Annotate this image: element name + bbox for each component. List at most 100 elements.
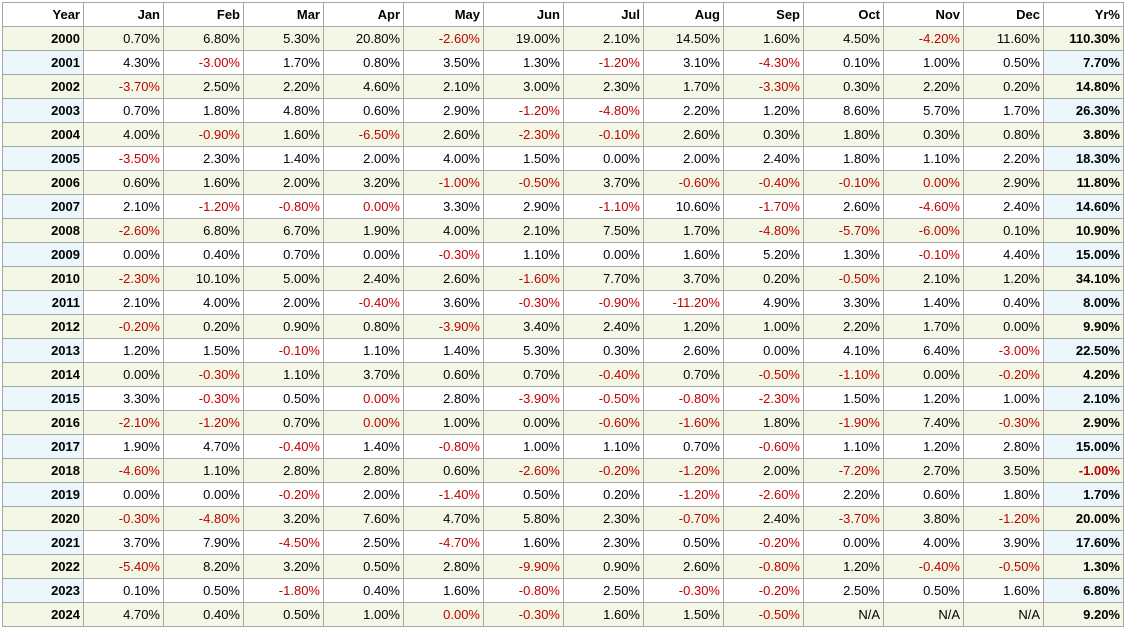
year-cell: 2024 xyxy=(2,602,84,627)
monthly-return-cell: 3.60% xyxy=(403,290,484,315)
monthly-return-cell: 1.70% xyxy=(243,50,324,75)
monthly-return-cell: -4.30% xyxy=(723,50,804,75)
monthly-return-cell: 3.00% xyxy=(483,74,564,99)
year-cell: 2013 xyxy=(2,338,84,363)
monthly-return-cell: -0.50% xyxy=(723,602,804,627)
column-header-apr: Apr xyxy=(323,2,404,27)
monthly-return-cell: 1.50% xyxy=(643,602,724,627)
monthly-return-cell: 8.20% xyxy=(163,554,244,579)
year-cell: 2022 xyxy=(2,554,84,579)
monthly-return-cell: 1.70% xyxy=(963,98,1044,123)
monthly-return-cell: 2.20% xyxy=(963,146,1044,171)
monthly-return-cell: 1.60% xyxy=(643,242,724,267)
monthly-return-cell: 8.60% xyxy=(803,98,884,123)
monthly-return-cell: 1.10% xyxy=(243,362,324,387)
monthly-return-cell: -0.80% xyxy=(483,578,564,603)
monthly-return-cell: -0.10% xyxy=(883,242,964,267)
monthly-return-cell: -0.30% xyxy=(403,242,484,267)
yearly-return-cell: 11.80% xyxy=(1043,170,1124,195)
monthly-return-cell: -4.70% xyxy=(403,530,484,555)
monthly-return-cell: 1.50% xyxy=(803,386,884,411)
column-header-may: May xyxy=(403,2,484,27)
monthly-return-cell: 4.60% xyxy=(323,74,404,99)
monthly-return-cell: 1.80% xyxy=(963,482,1044,507)
monthly-return-cell: 5.80% xyxy=(483,506,564,531)
monthly-return-cell: 2.40% xyxy=(963,194,1044,219)
monthly-return-cell: 2.40% xyxy=(723,506,804,531)
table-row: 2019 0.00% 0.00% -0.20% 2.00% -1.40% 0.50% 0.20… xyxy=(2,482,1124,507)
table-row: 2006 0.60% 1.60% 2.00% 3.20% -1.00% -0.50% 3.70… xyxy=(2,170,1124,195)
monthly-return-cell: 0.00% xyxy=(883,362,964,387)
monthly-return-cell: 0.00% xyxy=(83,482,164,507)
monthly-return-cell: 4.70% xyxy=(83,602,164,627)
monthly-return-cell: 1.00% xyxy=(883,50,964,75)
monthly-return-cell: 2.50% xyxy=(323,530,404,555)
monthly-return-cell: 0.80% xyxy=(963,122,1044,147)
monthly-return-cell: 0.20% xyxy=(163,314,244,339)
yearly-return-cell: 20.00% xyxy=(1043,506,1124,531)
yearly-return-cell: 9.20% xyxy=(1043,602,1124,627)
monthly-return-cell: 2.20% xyxy=(803,314,884,339)
monthly-return-cell: -9.90% xyxy=(483,554,564,579)
monthly-return-cell: -5.40% xyxy=(83,554,164,579)
monthly-return-cell: 0.60% xyxy=(323,98,404,123)
monthly-return-cell: 0.90% xyxy=(563,554,644,579)
year-cell: 2014 xyxy=(2,362,84,387)
monthly-return-cell: 2.20% xyxy=(883,74,964,99)
monthly-return-cell: 4.00% xyxy=(883,530,964,555)
monthly-return-cell: 4.70% xyxy=(403,506,484,531)
monthly-return-cell: 1.90% xyxy=(323,218,404,243)
monthly-return-cell: -0.20% xyxy=(83,314,164,339)
monthly-return-cell: 0.00% xyxy=(883,170,964,195)
monthly-return-cell: 2.30% xyxy=(563,530,644,555)
monthly-return-cell: -2.30% xyxy=(483,122,564,147)
monthly-return-cell: 5.00% xyxy=(243,266,324,291)
monthly-return-cell: 2.60% xyxy=(643,338,724,363)
monthly-return-cell: -3.70% xyxy=(83,74,164,99)
monthly-return-cell: 1.00% xyxy=(403,410,484,435)
monthly-return-cell: N/A xyxy=(883,602,964,627)
monthly-return-cell: 4.00% xyxy=(163,290,244,315)
monthly-return-cell: 0.20% xyxy=(723,266,804,291)
monthly-return-cell: 2.80% xyxy=(243,458,324,483)
monthly-return-cell: 4.40% xyxy=(963,242,1044,267)
monthly-return-cell: -5.70% xyxy=(803,218,884,243)
monthly-return-cell: 7.60% xyxy=(323,506,404,531)
table-row: 2005 -3.50% 2.30% 1.40% 2.00% 4.00% 1.50% 0.00%… xyxy=(2,146,1124,171)
monthly-return-cell: -3.70% xyxy=(803,506,884,531)
monthly-return-cell: 0.50% xyxy=(883,578,964,603)
monthly-return-cell: 4.00% xyxy=(403,218,484,243)
monthly-return-cell: 0.50% xyxy=(483,482,564,507)
monthly-return-cell: -0.30% xyxy=(163,386,244,411)
monthly-return-cell: 0.90% xyxy=(243,314,324,339)
year-cell: 2021 xyxy=(2,530,84,555)
yearly-return-cell: 15.00% xyxy=(1043,242,1124,267)
monthly-return-cell: 2.60% xyxy=(403,266,484,291)
table-row: 2007 2.10% -1.20% -0.80% 0.00% 3.30% 2.90% -1.1… xyxy=(2,194,1124,219)
monthly-return-cell: 4.00% xyxy=(83,122,164,147)
monthly-return-cell: 1.10% xyxy=(883,146,964,171)
monthly-return-cell: -3.90% xyxy=(483,386,564,411)
monthly-return-cell: 1.60% xyxy=(563,602,644,627)
monthly-return-cell: 2.40% xyxy=(323,266,404,291)
monthly-return-cell: -0.60% xyxy=(643,170,724,195)
monthly-return-cell: -7.20% xyxy=(803,458,884,483)
monthly-return-cell: 0.70% xyxy=(83,98,164,123)
monthly-return-cell: 1.10% xyxy=(163,458,244,483)
monthly-return-cell: -0.90% xyxy=(163,122,244,147)
monthly-return-cell: 0.40% xyxy=(323,578,404,603)
monthly-return-cell: 4.00% xyxy=(403,146,484,171)
monthly-return-cell: 0.50% xyxy=(243,386,324,411)
monthly-return-cell: -6.00% xyxy=(883,218,964,243)
monthly-return-cell: 2.10% xyxy=(403,74,484,99)
monthly-return-cell: 3.10% xyxy=(643,50,724,75)
monthly-return-cell: -0.80% xyxy=(723,554,804,579)
column-header-sep: Sep xyxy=(723,2,804,27)
table-body: 2000 0.70% 6.80% 5.30% 20.80% -2.60% 19.00% 2.1… xyxy=(2,26,1124,627)
monthly-return-cell: 2.90% xyxy=(963,170,1044,195)
table-row: 2022 -5.40% 8.20% 3.20% 0.50% 2.80% -9.90% 0.90… xyxy=(2,554,1124,579)
monthly-return-cell: 1.40% xyxy=(403,338,484,363)
monthly-return-cell: 0.20% xyxy=(963,74,1044,99)
monthly-return-cell: 2.90% xyxy=(483,194,564,219)
year-cell: 2019 xyxy=(2,482,84,507)
